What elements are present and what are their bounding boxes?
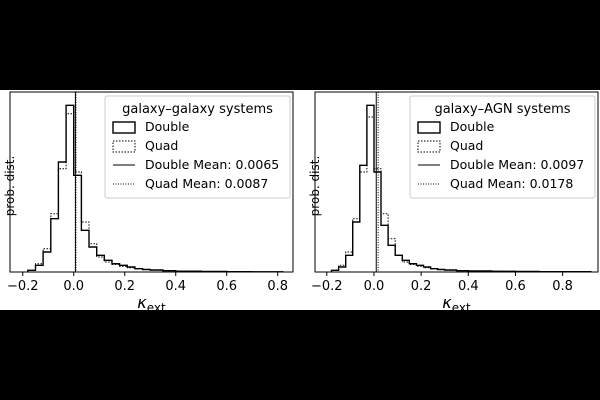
x-axis-label: κext bbox=[442, 293, 471, 310]
x-tick-label: 0.2 bbox=[411, 279, 432, 294]
histogram-quad bbox=[27, 113, 284, 273]
legend-symbol-solid-box bbox=[112, 121, 136, 134]
legend-symbol-solid-box bbox=[417, 121, 441, 134]
x-tick-label: −0.2 bbox=[311, 279, 343, 294]
legend-entry-label: Double bbox=[145, 119, 190, 134]
legend-entry-label: Double Mean: 0.0065 bbox=[145, 157, 279, 172]
x-axis-label-kappa: κ bbox=[137, 293, 147, 310]
legend-entry-label: Double Mean: 0.0097 bbox=[450, 157, 584, 172]
legend-symbol-dotted-box bbox=[417, 140, 441, 153]
axes-frame bbox=[314, 91, 599, 273]
panel-2: −0.2 0.0 0.2 0.4 0.6 0.8 κext prob. dist. galaxy… bbox=[308, 91, 599, 310]
x-tick-label: 0.4 bbox=[165, 279, 186, 294]
y-axis-label: prob. dist. bbox=[3, 156, 17, 217]
histogram-double bbox=[330, 104, 592, 273]
legend-entry-label: Double bbox=[450, 119, 495, 134]
figure-area: −0.2 0.0 0.2 0.4 0.6 0.8 κext prob. dist. galaxy… bbox=[0, 90, 600, 310]
legend-entry-label: Quad bbox=[450, 138, 483, 153]
x-axis-label-subscript: ext bbox=[452, 301, 471, 310]
x-tick-label: 0.4 bbox=[458, 279, 479, 294]
legend-symbol-dotted-box bbox=[112, 140, 136, 153]
x-axis-label-kappa: κ bbox=[442, 293, 452, 310]
x-tick-label: 0.8 bbox=[552, 279, 573, 294]
legend-title: galaxy–AGN systems bbox=[434, 102, 570, 117]
x-tick-label: 0.6 bbox=[505, 279, 526, 294]
x-tick-label: 0.8 bbox=[267, 279, 288, 294]
legend-title: galaxy–galaxy systems bbox=[122, 102, 273, 117]
legend-box bbox=[409, 95, 596, 199]
histogram-quad bbox=[331, 116, 592, 273]
x-tick-label: −0.2 bbox=[7, 279, 39, 294]
x-tick-label: 0.0 bbox=[364, 279, 385, 294]
legend-box bbox=[104, 95, 291, 199]
x-tick-label: 0.6 bbox=[216, 279, 237, 294]
x-tick-label: 0.0 bbox=[63, 279, 84, 294]
legend-entry-label: Quad Mean: 0.0087 bbox=[145, 176, 268, 191]
panel-1: −0.2 0.0 0.2 0.4 0.6 0.8 κext prob. dist. galaxy… bbox=[3, 91, 294, 310]
legend: galaxy–galaxy systems Double Quad Double Me… bbox=[104, 95, 291, 199]
x-axis-label: κext bbox=[137, 293, 166, 310]
x-axis-label-subscript: ext bbox=[147, 301, 166, 310]
legend-entry-label: Quad Mean: 0.0178 bbox=[450, 176, 573, 191]
y-axis-label: prob. dist. bbox=[308, 156, 322, 217]
legend-entry-label: Quad bbox=[145, 138, 178, 153]
x-tick-label: 0.2 bbox=[114, 279, 135, 294]
legend: galaxy–AGN systems Double Quad Double Mean:… bbox=[409, 95, 596, 199]
axes-frame bbox=[9, 91, 294, 273]
